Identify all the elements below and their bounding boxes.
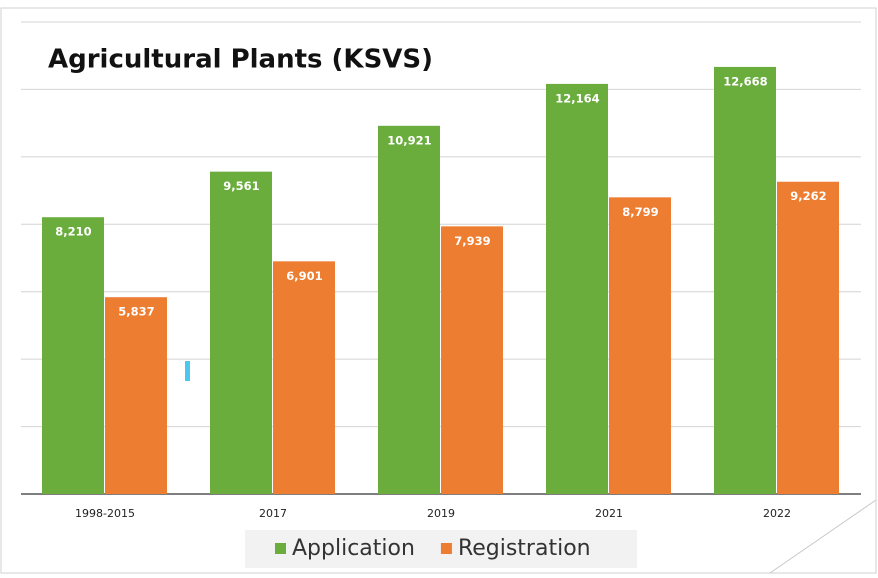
bar — [609, 197, 671, 494]
corner-decoration — [769, 499, 877, 574]
data-label: 5,837 — [118, 305, 154, 319]
legend-swatch — [440, 543, 452, 554]
bar — [210, 171, 272, 494]
cursor-mark — [185, 361, 190, 381]
data-label: 10,921 — [387, 133, 431, 147]
bar — [105, 297, 167, 494]
data-label: 8,210 — [55, 225, 91, 239]
chart-title: Agricultural Plants (KSVS) — [48, 45, 433, 75]
bar — [714, 66, 776, 495]
data-label: 7,939 — [454, 234, 490, 248]
bar — [546, 83, 608, 495]
x-tick-label: 2019 — [427, 507, 455, 520]
data-label: 8,799 — [622, 205, 658, 219]
bar — [273, 261, 335, 494]
data-label: 9,561 — [223, 179, 259, 193]
legend-label: Application — [292, 536, 415, 561]
bars: 1998-2015 8,210 5,837 2017 9,561 6,901 2019 10,… — [42, 66, 839, 520]
data-label: 12,668 — [723, 74, 767, 88]
legend-label: Registration — [458, 536, 591, 561]
legend-swatch — [275, 543, 286, 554]
data-label: 6,901 — [286, 269, 322, 283]
bar — [378, 125, 440, 495]
x-tick-label: 2021 — [595, 507, 623, 520]
bar — [777, 181, 839, 494]
legend: Application Registration — [275, 536, 591, 561]
bar — [441, 226, 503, 494]
x-tick-label: 2022 — [763, 507, 791, 520]
x-tick-label: 2017 — [259, 507, 287, 520]
x-tick-label: 1998-2015 — [75, 507, 135, 520]
data-label: 12,164 — [555, 91, 599, 105]
bar — [42, 217, 104, 494]
data-label: 9,262 — [790, 189, 826, 203]
